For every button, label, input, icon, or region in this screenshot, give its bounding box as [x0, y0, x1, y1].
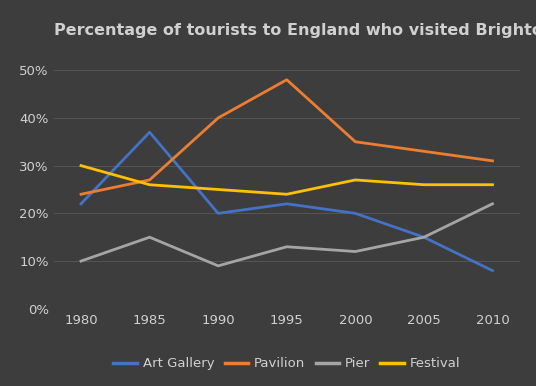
Art Gallery — [421, 235, 427, 240]
Pier — [489, 201, 496, 206]
Legend: Art Gallery, Pavilion, Pier, Festival: Art Gallery, Pavilion, Pier, Festival — [108, 352, 465, 376]
Art Gallery — [352, 211, 359, 216]
Festival — [421, 183, 427, 187]
Pavilion — [421, 149, 427, 154]
Festival — [78, 163, 84, 168]
Line: Pier: Pier — [81, 204, 493, 266]
Pavilion — [489, 159, 496, 163]
Festival — [146, 183, 153, 187]
Art Gallery — [489, 268, 496, 273]
Line: Pavilion: Pavilion — [81, 80, 493, 194]
Pier — [78, 259, 84, 263]
Line: Art Gallery: Art Gallery — [81, 132, 493, 271]
Pavilion — [352, 139, 359, 144]
Festival — [352, 178, 359, 182]
Pier — [284, 244, 290, 249]
Art Gallery — [146, 130, 153, 135]
Festival — [215, 187, 221, 192]
Pier — [352, 249, 359, 254]
Line: Festival: Festival — [81, 166, 493, 194]
Pier — [421, 235, 427, 240]
Pavilion — [146, 178, 153, 182]
Art Gallery — [215, 211, 221, 216]
Art Gallery — [78, 201, 84, 206]
Festival — [284, 192, 290, 196]
Pier — [215, 264, 221, 268]
Pier — [146, 235, 153, 240]
Text: Percentage of tourists to England who visited Brighton attractions: Percentage of tourists to England who vi… — [54, 23, 536, 38]
Pavilion — [78, 192, 84, 196]
Pavilion — [215, 115, 221, 120]
Festival — [489, 183, 496, 187]
Pavilion — [284, 78, 290, 82]
Art Gallery — [284, 201, 290, 206]
